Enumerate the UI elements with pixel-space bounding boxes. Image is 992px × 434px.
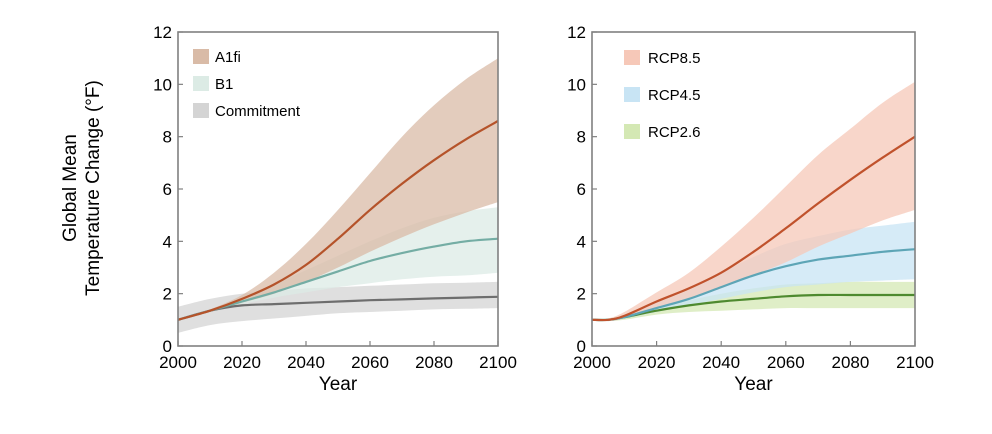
x-tick-label: 2080 <box>415 353 453 372</box>
y-tick-label: 0 <box>577 337 586 356</box>
y-tick-label: 8 <box>577 128 586 147</box>
legend-label: RCP4.5 <box>648 87 701 104</box>
left-chart-panel: 0 2 4 6 8 10 12 2000 2020 2040 2060 2080 2100 Year A1f… <box>153 23 517 395</box>
y-tick-label: 2 <box>163 285 172 304</box>
shared-y-axis-label: Global Mean Temperature Change (°F) <box>60 80 104 296</box>
x-tick-label: 2020 <box>638 353 676 372</box>
y-tick-label: 2 <box>577 285 586 304</box>
legend: A1fi B1 Commitment <box>193 49 301 120</box>
line-rcp8-5 <box>592 135 915 322</box>
legend-swatch <box>193 49 209 64</box>
x-tick-label: 2040 <box>702 353 740 372</box>
x-axis-label: Year <box>319 374 358 395</box>
line-a1fi <box>178 120 498 321</box>
legend-label: RCP8.5 <box>648 50 701 67</box>
legend-label: RCP2.6 <box>648 124 701 141</box>
line-b1 <box>178 237 498 321</box>
x-tick-label: 2020 <box>223 353 261 372</box>
legend-swatch <box>624 50 640 65</box>
y-tick-label: 12 <box>153 23 172 42</box>
band-a1fi <box>178 58 498 320</box>
x-tick-label: 2060 <box>767 353 805 372</box>
band-rcp2-6 <box>592 281 915 322</box>
legend-swatch <box>624 87 640 102</box>
legend-swatch <box>193 76 209 91</box>
y-tick-label: 8 <box>163 128 172 147</box>
legend: RCP8.5 RCP4.5 RCP2.6 <box>624 50 701 141</box>
y-axis-label-line-1: Global Mean <box>60 134 81 242</box>
legend-label: Commitment <box>215 103 301 120</box>
y-tick-label: 4 <box>577 232 586 251</box>
right-chart-panel: 0 2 4 6 8 10 12 2000 2020 2040 2060 2080 2100 Year RCP… <box>567 23 934 395</box>
plot-area <box>592 81 915 322</box>
y-tick-label: 10 <box>567 75 586 94</box>
x-tick-label: 2100 <box>479 353 517 372</box>
y-tick-label: 6 <box>163 180 172 199</box>
x-tick-label: 2000 <box>573 353 611 372</box>
x-tick-label: 2060 <box>351 353 389 372</box>
line-commitment <box>178 295 498 321</box>
x-tick-label: 2000 <box>159 353 197 372</box>
legend-swatch <box>624 124 640 139</box>
y-tick-label: 6 <box>577 180 586 199</box>
y-tick-label: 10 <box>153 75 172 94</box>
y-tick-label: 12 <box>567 23 586 42</box>
y-tick-label: 4 <box>163 232 172 251</box>
plot-area <box>178 58 498 333</box>
y-tick-label: 0 <box>163 337 172 356</box>
x-axis-label: Year <box>734 374 773 395</box>
y-axis-label-line-2: Temperature Change (°F) <box>83 80 104 296</box>
legend-swatch <box>193 103 209 118</box>
legend-label: B1 <box>215 76 233 93</box>
band-rcp8-5 <box>592 81 915 322</box>
x-tick-label: 2100 <box>896 353 934 372</box>
x-tick-label: 2080 <box>831 353 869 372</box>
legend-label: A1fi <box>215 49 241 66</box>
x-tick-label: 2040 <box>287 353 325 372</box>
